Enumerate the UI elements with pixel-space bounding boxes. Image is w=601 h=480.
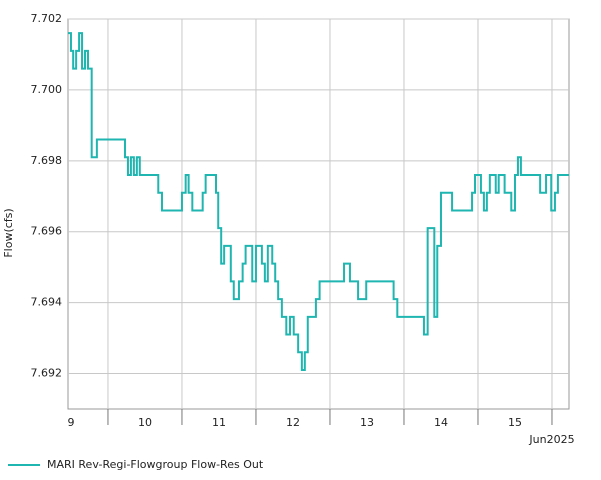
x-tick-label: 15	[508, 416, 522, 429]
y-tick-label: 7.702	[31, 12, 63, 25]
data-line	[68, 32, 569, 371]
x-tick-label: 11	[212, 416, 226, 429]
plot-area	[67, 18, 570, 410]
x-unit-label: Jun2025	[528, 433, 574, 446]
x-tick-label: 10	[138, 416, 152, 429]
y-axis-label: Flow(cfs)	[2, 208, 15, 257]
x-tick-label: 9	[67, 416, 74, 429]
y-tick-label: 7.692	[31, 367, 63, 380]
y-tick-label: 7.694	[31, 296, 63, 309]
x-tick-label: 13	[360, 416, 374, 429]
x-tick-label: 14	[434, 416, 448, 429]
y-tick-label: 7.700	[31, 83, 63, 96]
legend-label: MARI Rev-Regi-Flowgroup Flow-Res Out	[47, 458, 264, 471]
y-tick-label: 7.698	[31, 154, 63, 167]
y-tick-label: 7.696	[31, 225, 63, 238]
x-tick-label: 12	[286, 416, 300, 429]
